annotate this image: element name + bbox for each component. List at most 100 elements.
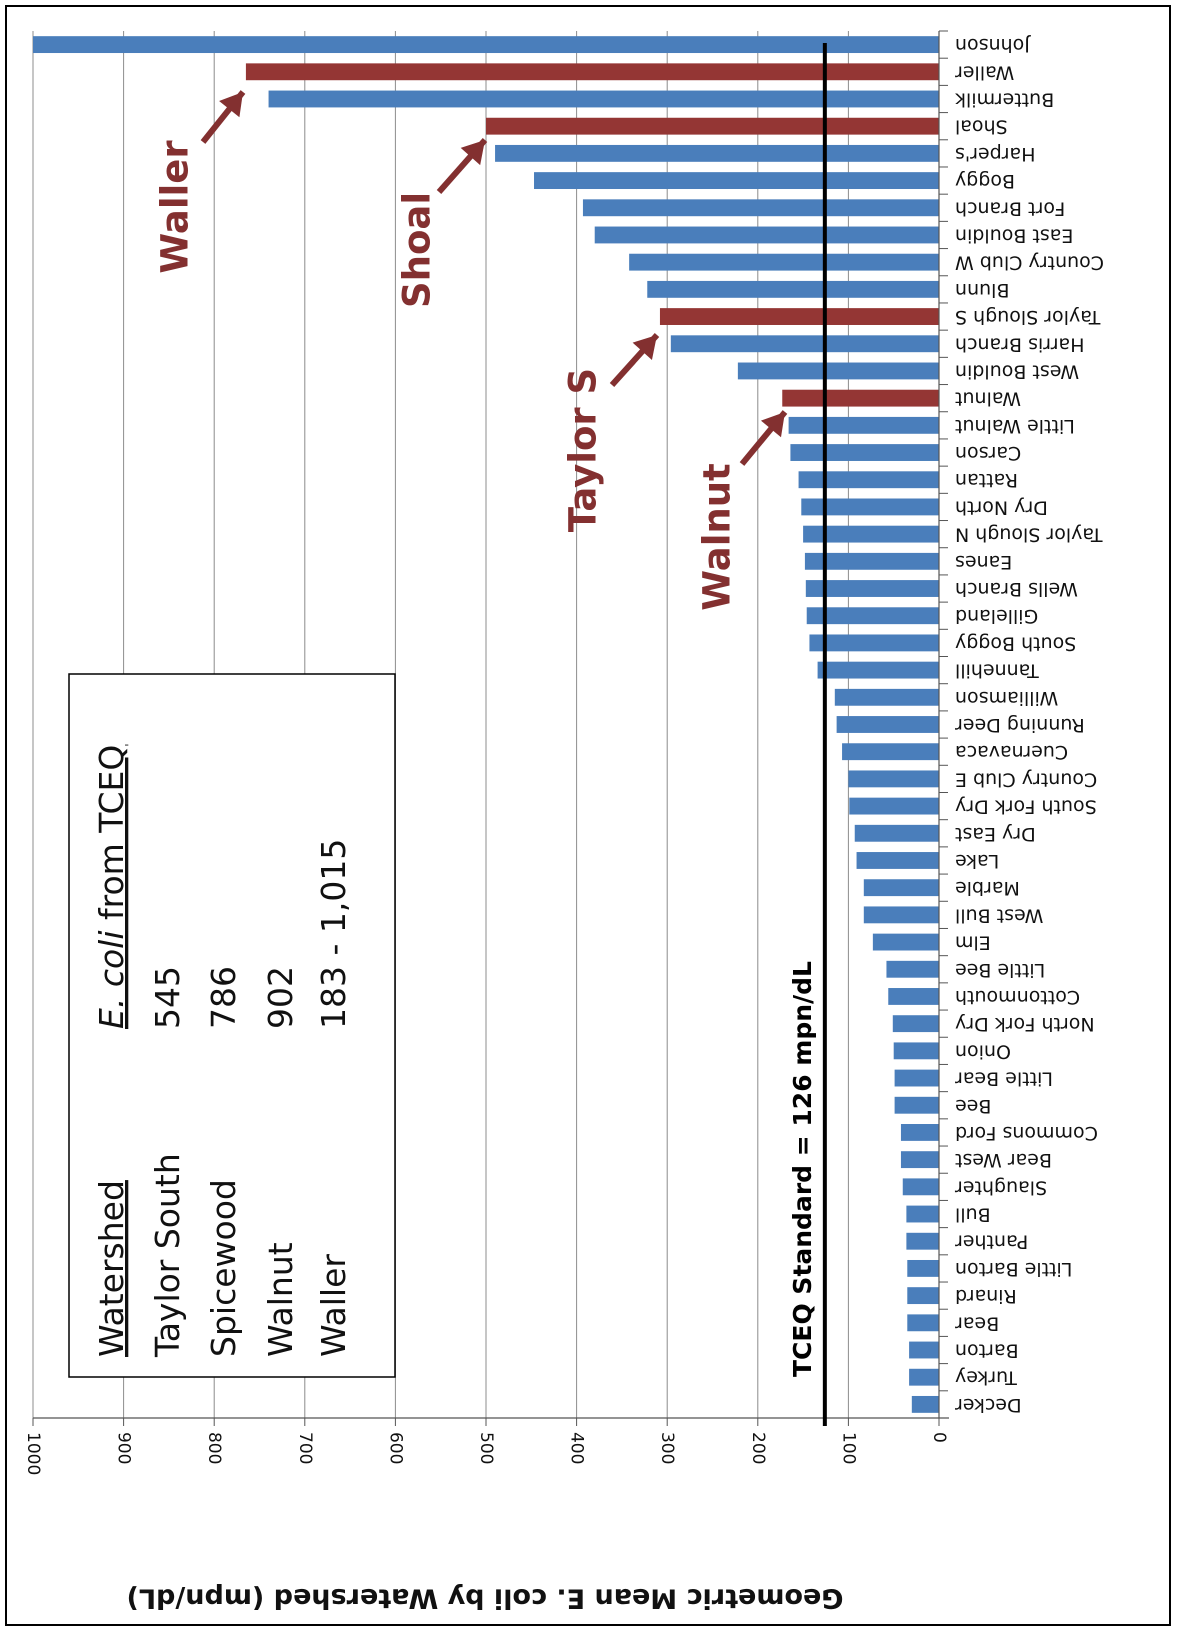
category-label: Taylor Slough S xyxy=(955,306,1101,328)
category-labels: Johnson Waller Buttermilk Shoal Harper's Bogg… xyxy=(955,34,1104,1416)
bar-williamson xyxy=(834,688,939,706)
bar-dry-north xyxy=(801,498,939,516)
bar-harris-branch xyxy=(670,335,939,353)
bar-bear-west xyxy=(900,1151,939,1169)
bar-blunn xyxy=(647,280,939,298)
tick-label: 600 xyxy=(385,1432,405,1464)
bar-bull xyxy=(906,1205,939,1223)
legend-header-ecoli-rest: from TCEQ xyxy=(92,745,131,931)
category-label: Harper's xyxy=(955,143,1035,165)
category-label: Dry North xyxy=(955,496,1048,518)
category-label: Cottonmouth xyxy=(955,986,1080,1008)
bar-harper-s xyxy=(495,144,939,162)
category-label: Carson xyxy=(955,442,1021,464)
callout-arrow-head xyxy=(460,140,485,166)
bar-bee xyxy=(894,1096,939,1114)
bar-chart: Johnson Waller Buttermilk Shoal Harper's Bogg… xyxy=(23,30,1104,1614)
legend-row-watershed: Taylor South xyxy=(148,1153,187,1358)
bar-fort-branch xyxy=(582,199,939,217)
bar-cuernavaca xyxy=(842,743,939,761)
legend-row-watershed: Waller xyxy=(314,1254,353,1357)
category-label: Walnut xyxy=(955,388,1021,410)
tick-label: 300 xyxy=(657,1432,677,1464)
legend-header-watershed: Watershed xyxy=(92,1180,131,1357)
bar-rinard xyxy=(907,1287,939,1305)
category-label: Tannehill xyxy=(955,660,1040,682)
category-label: Dry East xyxy=(955,823,1036,845)
category-label: Panther xyxy=(955,1231,1028,1253)
category-label: Gilleland xyxy=(955,605,1038,627)
category-label: Bear xyxy=(955,1312,999,1334)
category-label: Bull xyxy=(955,1204,991,1226)
category-label: Bear West xyxy=(955,1149,1052,1171)
category-label: Marble xyxy=(955,877,1020,899)
bar-little-bee xyxy=(886,960,939,978)
category-label: West Bull xyxy=(955,904,1043,926)
category-label: Shoal xyxy=(955,116,1008,138)
bar-onion xyxy=(893,1042,939,1060)
bar-shoal xyxy=(486,117,939,135)
category-label: Little Barton xyxy=(955,1258,1072,1280)
category-label: North Fork Dry xyxy=(955,1013,1095,1035)
category-label: East Bouldin xyxy=(955,224,1073,246)
bar-rattan xyxy=(798,471,939,489)
tick-label: 500 xyxy=(476,1432,496,1464)
category-label: Fort Branch xyxy=(955,197,1065,219)
category-label: Onion xyxy=(955,1040,1011,1062)
category-label: Little Walnut xyxy=(955,415,1075,437)
category-label: Lake xyxy=(955,850,999,872)
bars xyxy=(33,36,939,1413)
category-label: South Fork Dry xyxy=(955,796,1097,818)
category-label: Country Club E xyxy=(955,768,1097,790)
legend-row-watershed: Walnut xyxy=(261,1242,300,1357)
annotations: TCEQ Standard = 126 mpn/dL Geometric Mean… xyxy=(68,43,843,1614)
category-label: Running Deer xyxy=(955,714,1085,736)
legend-row-value: 545 xyxy=(148,966,187,1029)
standard-label: TCEQ Standard = 126 mpn/dL xyxy=(788,961,817,1377)
category-label: Cuernavaca xyxy=(955,741,1068,763)
callout-taylor-s: Taylor S xyxy=(562,368,605,532)
bar-taylor-slough-n xyxy=(803,525,939,543)
category-label: Rinard xyxy=(955,1285,1017,1307)
bar-lake xyxy=(856,852,939,869)
bar-little-walnut xyxy=(788,416,939,434)
bar-cottonmouth xyxy=(888,988,939,1005)
bar-tannehill xyxy=(817,661,939,679)
bar-country-club-e xyxy=(848,770,939,788)
bar-taylor-slough-s xyxy=(659,308,939,325)
bar-walnut xyxy=(782,389,939,407)
bar-running-deer xyxy=(836,716,939,733)
bar-decker xyxy=(911,1395,939,1413)
legend-header-ecoli: E. coli from TCEQ xyxy=(92,745,131,1029)
callout-walnut: Walnut xyxy=(696,463,739,611)
bar-johnson xyxy=(33,36,939,54)
bar-turkey xyxy=(909,1368,939,1386)
category-label: Turkey xyxy=(955,1367,1018,1389)
bar-country-club-w xyxy=(629,253,939,271)
bar-north-fork-dry xyxy=(892,1015,939,1033)
bar-elm xyxy=(872,933,939,951)
category-label: South Boggy xyxy=(955,632,1076,654)
bar-waller xyxy=(245,63,939,81)
bar-eanes xyxy=(804,552,939,570)
callout-arrow-head xyxy=(219,92,243,118)
legend-row-watershed: Spicewood xyxy=(204,1179,243,1357)
callout-arrow-head xyxy=(760,412,785,438)
bar-boggy xyxy=(534,172,939,190)
category-label: Buttermilk xyxy=(955,88,1054,110)
category-label: Decker xyxy=(955,1394,1022,1416)
bar-east-bouldin xyxy=(594,226,939,244)
category-label: Barton xyxy=(955,1340,1019,1362)
category-label: Waller xyxy=(955,61,1014,83)
category-label: Rattan xyxy=(955,469,1018,491)
tick-label: 700 xyxy=(295,1432,315,1464)
legend-box xyxy=(68,673,396,1378)
legend-row-value: 183 - 1,015 xyxy=(314,839,353,1029)
category-label: Little Bear xyxy=(955,1068,1053,1090)
category-label: Taylor Slough N xyxy=(955,524,1103,546)
chart-frame: Johnson Waller Buttermilk Shoal Harper's Bogg… xyxy=(5,5,1171,1626)
category-label: Blunn xyxy=(955,279,1009,301)
bar-gilleland xyxy=(806,607,939,625)
bar-panther xyxy=(906,1232,939,1250)
category-label: Boggy xyxy=(955,170,1015,192)
